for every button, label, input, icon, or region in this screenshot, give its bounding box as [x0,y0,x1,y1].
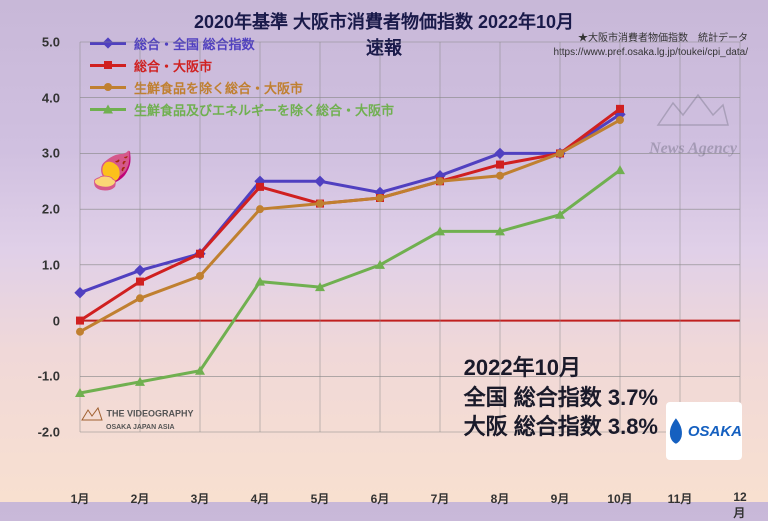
osaka-logo: OSAKA [666,402,742,460]
annot-line2: 全国 総合指数 3.7% [464,383,658,413]
x-tick-label: 7月 [431,490,450,507]
videography-logo: THE VIDEOGRAPHY OSAKA JAPAN ASIA [80,406,194,432]
y-tick-label: -1.0 [38,369,60,384]
y-tick-label: 3.0 [42,146,60,161]
y-tick-label: 4.0 [42,90,60,105]
annotation: 2022年10月 全国 総合指数 3.7% 大阪 総合指数 3.8% [464,353,658,442]
x-tick-label: 8月 [491,490,510,507]
y-axis: 5.0 4.0 3.0 2.0 1.0 0 -1.0 -2.0 [20,32,60,462]
annot-line1: 2022年10月 [464,353,658,383]
x-tick-label: 5月 [311,490,330,507]
x-tick-label: 3月 [191,490,210,507]
y-tick-label: -2.0 [38,425,60,440]
x-tick-label: 11月 [668,490,693,507]
annot-line3: 大阪 総合指数 3.8% [464,412,658,442]
x-tick-label: 12月 [733,490,746,521]
x-tick-label: 9月 [551,490,570,507]
x-tick-label: 4月 [251,490,270,507]
y-tick-label: 5.0 [42,35,60,50]
y-tick-label: 2.0 [42,202,60,217]
x-tick-label: 1月 [71,490,90,507]
y-tick-label: 0 [53,313,60,328]
news-agency-watermark: News Agency [648,85,738,158]
y-tick-label: 1.0 [42,257,60,272]
x-tick-label: 10月 [607,490,632,507]
food-decoration-icon: 🍠 [90,150,135,192]
x-tick-label: 6月 [371,490,390,507]
x-tick-label: 2月 [131,490,150,507]
